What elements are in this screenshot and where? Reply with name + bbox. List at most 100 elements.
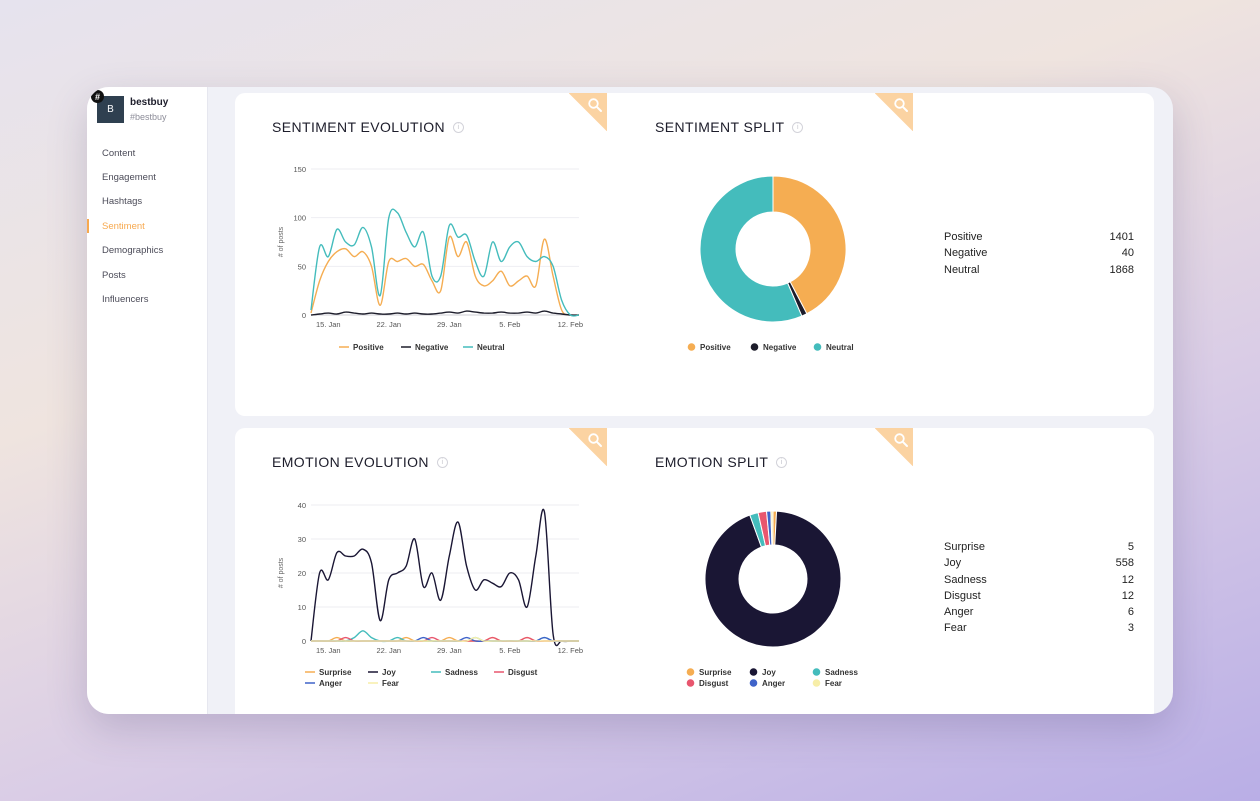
y-tick-label: 20 xyxy=(298,569,306,578)
legend-swatch xyxy=(813,343,822,351)
info-icon[interactable]: i xyxy=(776,456,788,468)
legend-swatch xyxy=(686,679,695,687)
legend-swatch xyxy=(750,343,759,351)
info-icon[interactable]: i xyxy=(436,456,448,468)
y-tick-label: 50 xyxy=(298,262,306,271)
split-row: Surprise 5 xyxy=(944,541,1134,557)
legend-item: Fear xyxy=(382,679,399,688)
split-value: 5 xyxy=(1127,541,1134,553)
panel-title-text: SENTIMENT EVOLUTION xyxy=(272,119,446,135)
split-label: Sadness xyxy=(944,573,987,586)
split-value: 40 xyxy=(1121,247,1134,260)
sidebar-item-hashtags[interactable]: Hashtags xyxy=(102,196,143,208)
x-tick-label: 5. Feb xyxy=(499,646,520,655)
magnifier-icon xyxy=(894,98,908,112)
split-row: Disgust 12 xyxy=(944,590,1134,606)
x-tick-label: 22. Jan xyxy=(377,320,402,329)
legend-item: Disgust xyxy=(699,679,729,688)
x-tick-label: 15. Jan xyxy=(316,320,341,329)
legend-item: Sadness xyxy=(825,668,858,677)
zoom-button[interactable] xyxy=(569,428,607,466)
legend-item: Anger xyxy=(762,679,785,688)
sentiment-evolution-title: SENTIMENT EVOLUTION i xyxy=(272,119,465,135)
sidebar-item-sentiment[interactable]: Sentiment xyxy=(87,214,207,238)
legend-item: Anger xyxy=(319,679,342,688)
legend-item: Positive xyxy=(353,343,384,352)
emotion-split-chart: Surprise Joy Sadness Disgust Anger Fear xyxy=(686,510,858,688)
y-axis-label: # of posts xyxy=(278,557,285,588)
sidebar: # B bestbuy #bestbuy Content Engagement … xyxy=(87,87,208,714)
y-axis-label: # of posts xyxy=(278,226,285,257)
legend-item: Surprise xyxy=(319,668,352,677)
split-value: 12 xyxy=(1121,589,1134,602)
pie-slice-fear xyxy=(770,510,774,546)
split-label: Positive xyxy=(944,231,983,243)
split-value: 558 xyxy=(1115,557,1134,570)
info-icon[interactable]: i xyxy=(792,121,804,133)
x-tick-label: 12. Feb xyxy=(558,646,583,655)
series-line-joy xyxy=(310,508,579,647)
panel-title-text: EMOTION SPLIT xyxy=(655,454,769,470)
split-row: Anger 6 xyxy=(944,606,1134,622)
split-label: Anger xyxy=(944,606,974,619)
pie-slice-positive xyxy=(772,175,847,315)
split-row: Fear 3 xyxy=(944,622,1134,638)
split-label: Fear xyxy=(944,622,967,635)
app-window: # B bestbuy #bestbuy Content Engagement … xyxy=(87,87,1173,714)
split-label: Neutral xyxy=(944,263,980,276)
legend-item: Neutral xyxy=(826,343,854,352)
zoom-button[interactable] xyxy=(569,93,607,131)
sidebar-item-demographics[interactable]: Demographics xyxy=(102,245,164,257)
split-row: Negative 40 xyxy=(944,247,1134,263)
emotion-split-table: Surprise 5 Joy 558 Sadness 12 Disgust 12 Ang… xyxy=(944,541,1134,639)
magnifier-icon xyxy=(894,433,908,447)
zoom-button[interactable] xyxy=(875,93,913,131)
y-tick-label: 40 xyxy=(298,501,306,510)
sidebar-item-content[interactable]: Content xyxy=(102,147,136,159)
split-row: Positive 1401 xyxy=(944,231,1134,247)
pie-slice-neutral xyxy=(699,175,803,323)
series-line-negative xyxy=(310,310,580,316)
y-tick-label: 150 xyxy=(293,165,306,174)
y-tick-label: 0 xyxy=(302,311,306,320)
emotion-evolution-title: EMOTION EVOLUTION i xyxy=(272,454,448,470)
magnifier-icon xyxy=(588,98,602,112)
series-line-fear xyxy=(311,636,579,642)
zoom-button[interactable] xyxy=(875,428,913,466)
x-tick-label: 12. Feb xyxy=(558,320,583,329)
split-label: Disgust xyxy=(944,589,981,602)
sidebar-nav: Content Engagement Hashtags Sentiment De… xyxy=(87,141,207,312)
split-value: 3 xyxy=(1127,622,1134,635)
account-handle: #bestbuy xyxy=(130,112,167,122)
legend-swatch xyxy=(812,668,821,676)
x-tick-label: 22. Jan xyxy=(377,646,402,655)
split-label: Joy xyxy=(944,557,962,570)
series-line-neutral xyxy=(310,208,580,317)
legend-item: Negative xyxy=(415,343,449,352)
legend-swatch xyxy=(812,679,821,687)
legend-item: Joy xyxy=(762,668,776,677)
sentiment-split-title: SENTIMENT SPLIT i xyxy=(655,119,804,135)
info-icon[interactable]: i xyxy=(453,121,465,133)
legend-swatch xyxy=(749,679,758,687)
legend-item: Sadness xyxy=(445,668,478,677)
sidebar-item-posts[interactable]: Posts xyxy=(102,269,126,281)
legend-item: Disgust xyxy=(508,668,538,677)
series-line-positive xyxy=(310,235,580,317)
legend-swatch xyxy=(686,668,695,676)
x-tick-label: 5. Feb xyxy=(499,320,520,329)
sentiment-split-chart: Positive Negative Neutral xyxy=(687,175,854,352)
split-label: Negative xyxy=(944,247,988,260)
legend-item: Surprise xyxy=(699,668,732,677)
split-row: Neutral 1868 xyxy=(944,264,1134,280)
split-value: 12 xyxy=(1121,573,1134,586)
sentiment-card: SENTIMENT EVOLUTION i SENTIMENT SPLIT i … xyxy=(235,93,1154,416)
sidebar-item-influencers[interactable]: Influencers xyxy=(102,294,149,306)
split-value: 1401 xyxy=(1109,231,1134,243)
sentiment-evolution-chart: 0 50 100 150 # of posts 15. Jan 22. Jan 29. Jan… xyxy=(278,165,583,352)
panel-title-text: EMOTION EVOLUTION xyxy=(272,454,429,470)
split-row: Joy 558 xyxy=(944,557,1134,573)
legend-item: Negative xyxy=(763,343,797,352)
sidebar-item-engagement[interactable]: Engagement xyxy=(102,172,156,184)
sentiment-split-table: Positive 1401 Negative 40 Neutral 1868 xyxy=(944,231,1134,280)
